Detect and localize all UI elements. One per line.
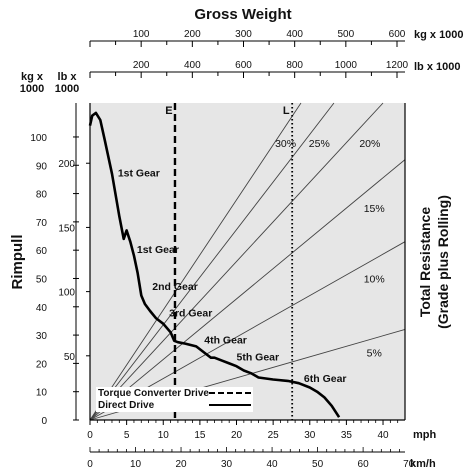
kmh-tick-label: 0 (87, 459, 93, 470)
kg-tick-label: 80 (36, 190, 48, 201)
legend-label: Direct Drive (98, 400, 155, 411)
gear-label: 1st Gear (137, 244, 179, 256)
gear-label: 1st Gear (118, 168, 160, 180)
resistance-line (89, 159, 406, 421)
top-kg-axis-label: 400 (286, 29, 303, 40)
top-kg-axis-label: 300 (235, 29, 252, 40)
top-lb-axis-label: 400 (184, 60, 201, 71)
left-lb-unit-line1: lb x (58, 71, 78, 83)
resistance-label: 5% (367, 347, 382, 359)
top-lb-axis-label: 1000 (335, 60, 358, 71)
lb-tick-label: 100 (58, 288, 75, 299)
gear-label: 6th Gear (304, 373, 347, 385)
kg-tick-label: 50 (36, 274, 48, 285)
kg-tick-label: 20 (36, 359, 48, 370)
resistance-label: 10% (364, 274, 385, 286)
kmh-tick-label: 30 (221, 459, 233, 470)
kmh-tick-label: 70 (403, 459, 415, 470)
top-kg-unit: kg x 1000 (414, 29, 464, 41)
y-axis-label: Rimpull (9, 235, 26, 290)
top-kg-axis-label: 600 (389, 29, 406, 40)
top-lb-unit: lb x 1000 (414, 61, 460, 73)
kmh-tick-label: 50 (312, 459, 324, 470)
mph-tick-label: 35 (341, 430, 353, 441)
kg-tick-label: 10 (36, 388, 48, 399)
resistance-line (89, 102, 335, 421)
resistance-label: 20% (359, 138, 380, 150)
top-lb-axis-label: 600 (235, 60, 252, 71)
mph-tick-label: 10 (158, 430, 170, 441)
top-lb-axis-label: 800 (286, 60, 303, 71)
top-kg-axis-label: 500 (337, 29, 354, 40)
plot-background (90, 103, 405, 420)
mph-tick-label: 40 (377, 430, 389, 441)
mph-tick-label: 30 (304, 430, 316, 441)
kg-tick-label: 100 (30, 133, 47, 144)
kg-tick-label: 70 (36, 218, 48, 229)
left-kg-unit-line2: 1000 (20, 83, 44, 95)
kmh-unit: km/h (410, 458, 436, 470)
kg-tick-label: 90 (36, 161, 48, 172)
kg-tick-label: 0 (41, 416, 47, 427)
right-label-line1: Total Resistance (417, 207, 433, 317)
legend-box (96, 387, 253, 412)
marker-label: E (165, 105, 172, 117)
kg-tick-label: 40 (36, 303, 48, 314)
chart-plot-layer: 30% 25% 20% 15% 10% 5% E L 1st Gear 1st Gear 2nd G… (30, 29, 414, 470)
chart-title: Gross Weight (194, 6, 291, 23)
kg-tick-label: 60 (36, 246, 48, 257)
resistance-label: 25% (309, 138, 330, 150)
mph-tick-label: 25 (268, 430, 280, 441)
left-kg-unit-line1: kg x (21, 71, 44, 83)
gear-label: 4th Gear (204, 335, 247, 347)
kmh-tick-label: 10 (130, 459, 142, 470)
mph-tick-label: 20 (231, 430, 243, 441)
top-kg-axis-label: 100 (133, 29, 150, 40)
mph-tick-label: 15 (194, 430, 206, 441)
top-kg-axis-label: 200 (184, 29, 201, 40)
top-lb-axis-label: 200 (133, 60, 150, 71)
resistance-line (89, 102, 302, 421)
gear-label: 3rd Gear (169, 308, 212, 320)
lb-tick-label: 50 (64, 352, 76, 363)
left-lb-unit-line2: 1000 (55, 83, 79, 95)
kg-tick-label: 30 (36, 331, 48, 342)
rimpull-curve (88, 111, 341, 418)
gear-label: 5th Gear (237, 352, 280, 364)
legend-label: Torque Converter Drive (98, 388, 209, 399)
resistance-label: 30% (275, 138, 296, 150)
lb-tick-label: 150 (58, 223, 75, 234)
gear-label: 2nd Gear (152, 281, 198, 293)
mph-tick-label: 0 (87, 430, 93, 441)
marker-label: L (283, 105, 290, 117)
kmh-tick-label: 60 (358, 459, 370, 470)
kmh-tick-label: 20 (175, 459, 187, 470)
lb-tick-label: 200 (58, 159, 75, 170)
kmh-tick-label: 40 (267, 459, 279, 470)
mph-unit: mph (413, 429, 437, 441)
resistance-label: 15% (364, 203, 385, 215)
right-label-line2: (Grade plus Rolling) (435, 195, 451, 329)
mph-tick-label: 5 (124, 430, 130, 441)
top-lb-axis-label: 1200 (386, 60, 409, 71)
resistance-line (89, 102, 384, 421)
